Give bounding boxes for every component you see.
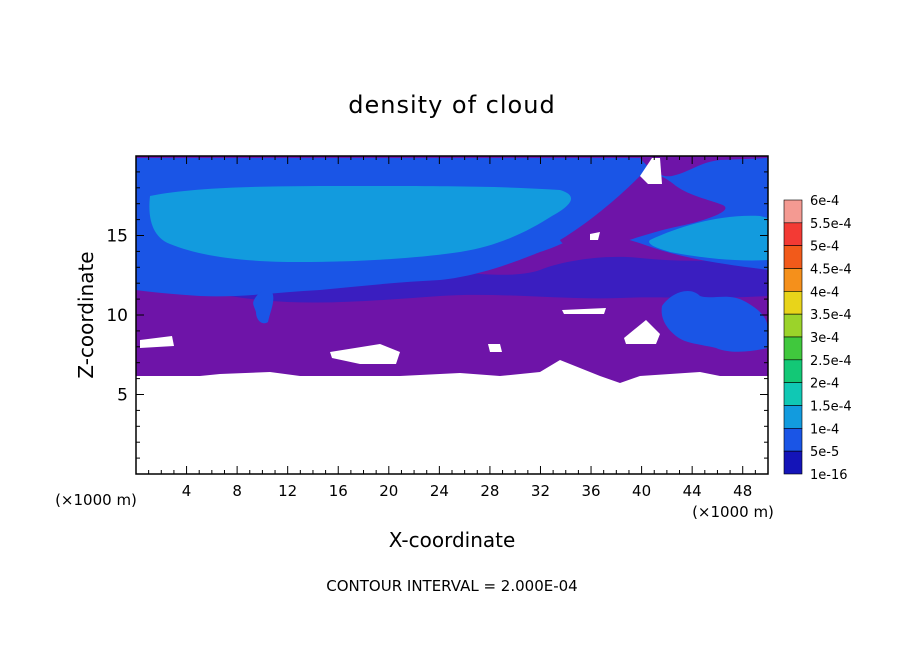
x-tick-label: 4 — [182, 482, 192, 500]
x-tick-label: 44 — [683, 482, 702, 500]
field-small-plume — [253, 290, 274, 324]
clear-pocket-5 — [488, 344, 502, 352]
x-tick-label: 40 — [632, 482, 651, 500]
colorbar-swatch — [783, 291, 803, 315]
colorbar-label: 1e-4 — [810, 422, 839, 437]
colorbar-label: 1.5e-4 — [810, 400, 852, 415]
x-axis-label: X-coordinate — [389, 528, 516, 552]
field-light-core — [149, 186, 572, 262]
x-tick-label: 8 — [232, 482, 242, 500]
colorbar-swatch — [783, 245, 803, 269]
chart-title: density of cloud — [348, 91, 555, 119]
clear-pocket-2 — [330, 344, 400, 364]
clear-pocket-3 — [562, 308, 606, 314]
colorbar-label: 4.5e-4 — [810, 263, 852, 278]
colorbar-swatch — [783, 268, 803, 292]
colorbar-swatch — [783, 428, 803, 452]
clear-pocket-6 — [590, 232, 600, 240]
colorbar-swatch — [783, 382, 803, 406]
colorbar-label: 2.5e-4 — [810, 354, 852, 369]
colorbar-label: 3.5e-4 — [810, 308, 852, 323]
y-tick-label: 15 — [106, 227, 128, 247]
y-tick-label: 5 — [117, 386, 128, 406]
x-tick-label: 36 — [581, 482, 600, 500]
clear-pocket-7 — [640, 158, 662, 184]
field-lower-right-cell — [661, 291, 768, 352]
x-unit-label-right: (×1000 m) — [692, 503, 774, 521]
colorbar-label: 4e-4 — [810, 285, 839, 300]
y-tick-label: 10 — [106, 306, 128, 326]
colorbar-swatch — [783, 313, 803, 338]
field-upper-right-intrusion — [560, 173, 726, 249]
x-tick-label: 12 — [278, 482, 297, 500]
x-tick-label: 20 — [379, 482, 398, 500]
colorbar-swatch — [783, 405, 803, 429]
colorbar-label: 6e-4 — [810, 194, 839, 209]
colorbar-swatch — [783, 359, 803, 383]
colorbar-label: 2e-4 — [810, 377, 839, 392]
x-tick-label: 24 — [430, 482, 449, 500]
x-unit-label-left: (×1000 m) — [55, 491, 137, 509]
clear-pocket-4 — [624, 320, 660, 344]
clear-pocket-1 — [140, 336, 174, 348]
colorbar-label: 5e-5 — [810, 445, 839, 460]
y-axis-label: Z-coordinate — [74, 251, 98, 378]
colorbar-swatch — [783, 450, 803, 475]
x-tick-label: 48 — [733, 482, 752, 500]
colorbar-label: 5e-4 — [810, 240, 839, 255]
colorbar-swatch — [783, 336, 803, 361]
colorbar-swatch — [783, 199, 803, 224]
x-tick-label: 32 — [531, 482, 550, 500]
colorbar-label: 3e-4 — [810, 331, 839, 346]
contour-interval-footer: CONTOUR INTERVAL = 2.000E-04 — [326, 577, 577, 595]
x-tick-label: 28 — [480, 482, 499, 500]
colorbar-label: 5.5e-4 — [810, 217, 852, 232]
field-right-tongue — [649, 215, 768, 261]
colorbar-label: 1e-16 — [810, 468, 848, 483]
colorbar-swatch — [783, 222, 803, 246]
plot-area — [136, 156, 768, 474]
colorbar-legend: 6e-4 5.5e-4 5e-4 4.5e-4 4e-4 3.5e-4 3e-4 2.5e-4… — [783, 194, 852, 483]
x-tick-label: 16 — [329, 482, 348, 500]
